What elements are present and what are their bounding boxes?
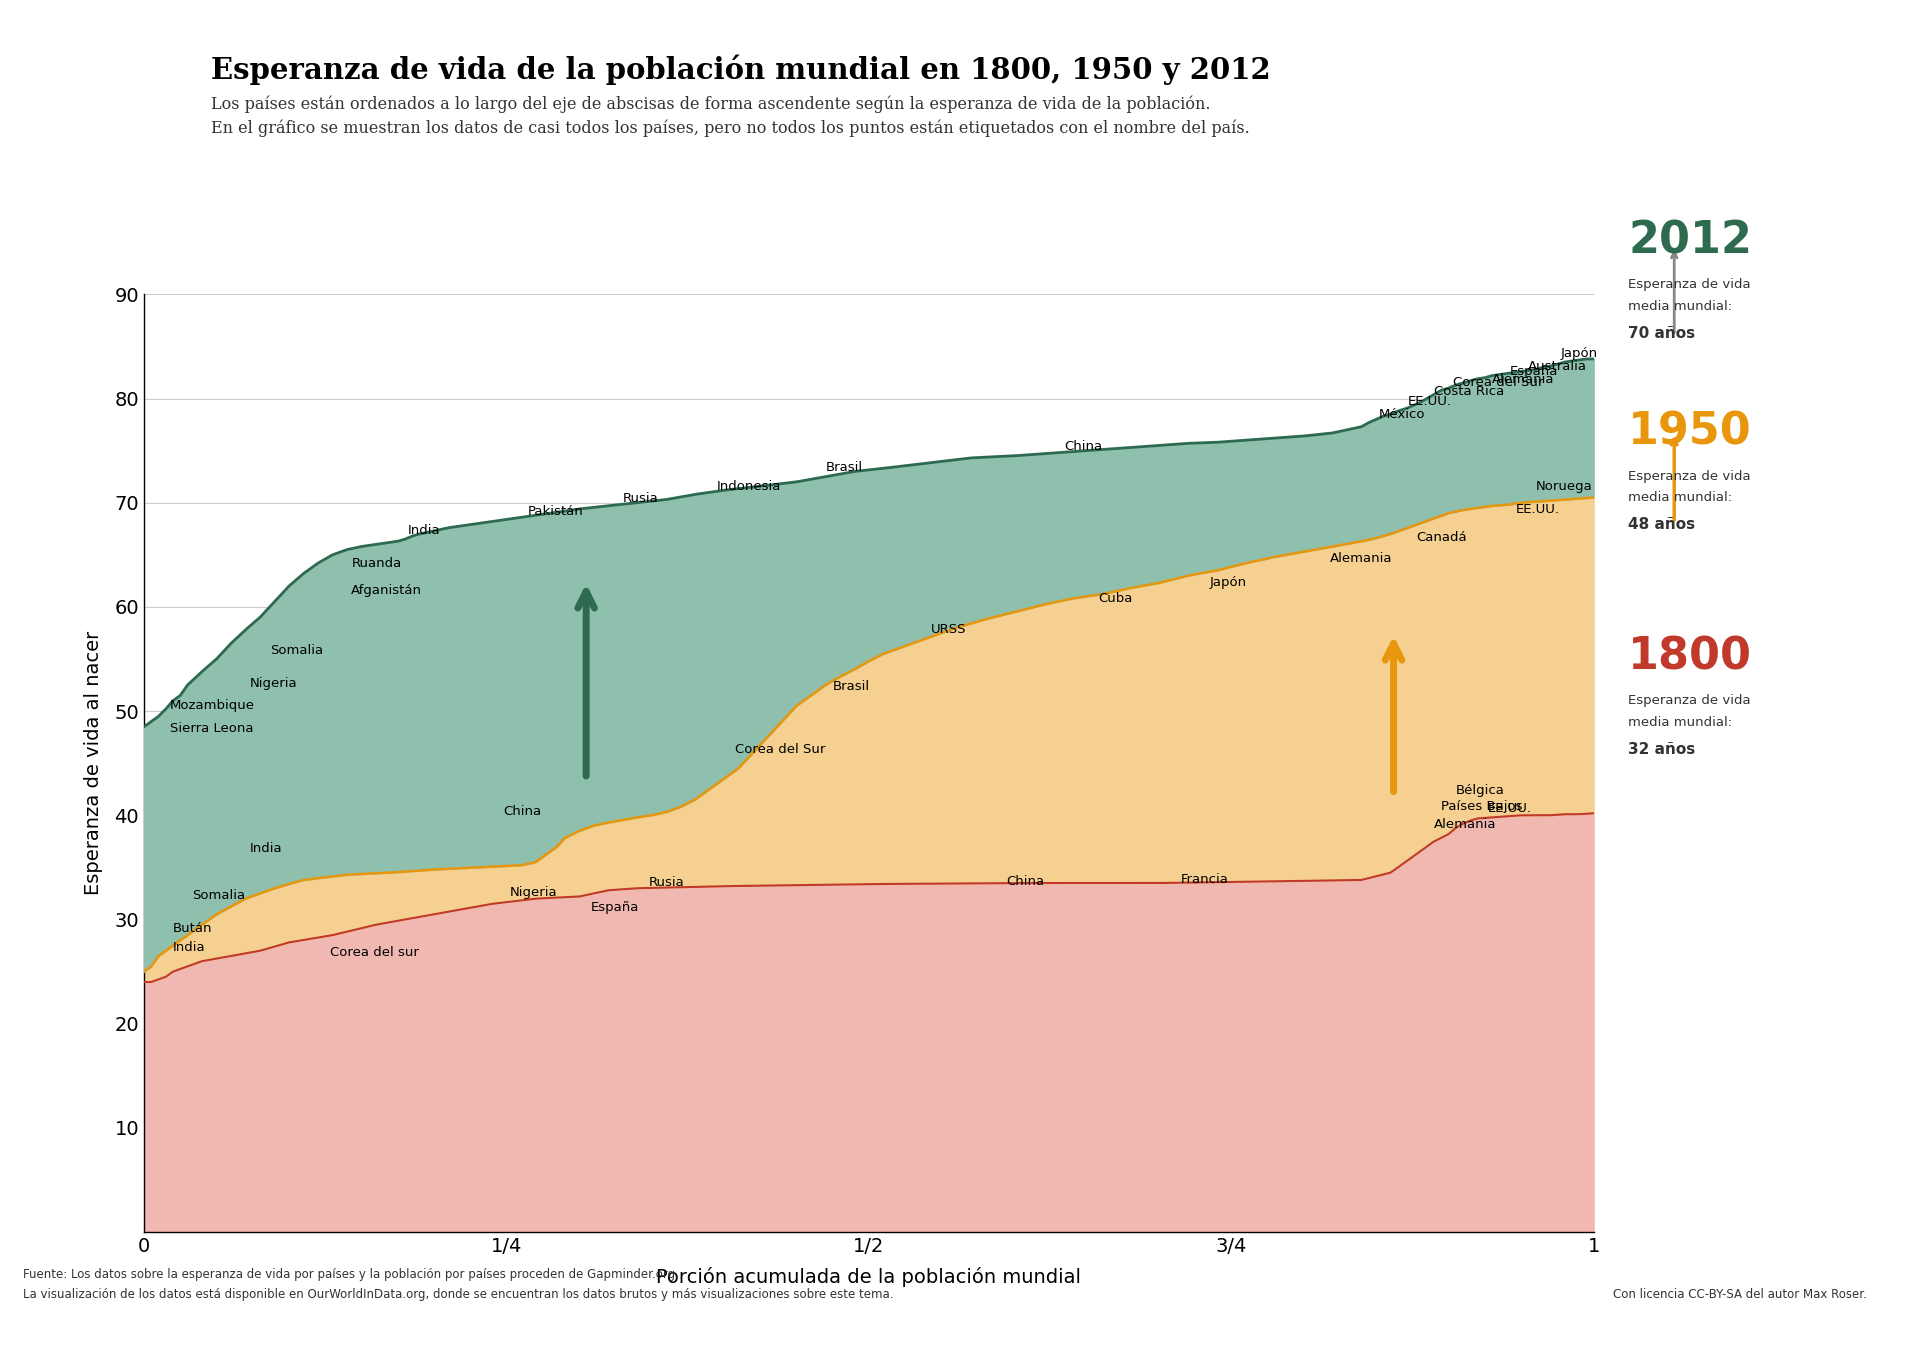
Text: 2012: 2012 — [1628, 219, 1753, 261]
Text: Corea del Sur: Corea del Sur — [735, 743, 826, 756]
Text: 1950: 1950 — [1628, 411, 1751, 453]
Text: Somalia: Somalia — [271, 643, 323, 657]
Text: Bután: Bután — [173, 921, 213, 935]
Text: EE.UU.: EE.UU. — [1515, 504, 1559, 516]
Text: Rusia: Rusia — [649, 876, 684, 890]
Text: Mozambique: Mozambique — [171, 700, 255, 712]
Text: Brasil: Brasil — [833, 680, 870, 693]
Text: 48 años: 48 años — [1628, 517, 1695, 533]
Text: India: India — [407, 524, 440, 537]
Text: in Data: in Data — [61, 92, 123, 105]
Text: Esperanza de vida: Esperanza de vida — [1628, 694, 1751, 706]
Text: La visualización de los datos está disponible en OurWorldInData.org, donde se en: La visualización de los datos está dispo… — [23, 1288, 893, 1301]
Text: Países Bajos: Países Bajos — [1442, 799, 1523, 813]
Text: Pakistán: Pakistán — [528, 505, 584, 519]
Text: Cuba: Cuba — [1098, 591, 1133, 605]
Text: media mundial:: media mundial: — [1628, 491, 1732, 504]
Text: Nigeria: Nigeria — [509, 886, 557, 898]
Text: India: India — [250, 842, 282, 854]
Text: Los países están ordenados a lo largo del eje de abscisas de forma ascendente se: Los países están ordenados a lo largo de… — [211, 96, 1212, 114]
Text: Esperanza de vida de la población mundial en 1800, 1950 y 2012: Esperanza de vida de la población mundia… — [211, 55, 1271, 85]
Text: Alemania: Alemania — [1492, 372, 1555, 386]
Text: Our World: Our World — [50, 60, 134, 74]
Text: Francia: Francia — [1181, 873, 1229, 886]
X-axis label: Porción acumulada de la población mundial: Porción acumulada de la población mundia… — [657, 1268, 1081, 1287]
Text: media mundial:: media mundial: — [1628, 300, 1732, 312]
Text: media mundial:: media mundial: — [1628, 716, 1732, 728]
Text: China: China — [503, 805, 541, 819]
Text: Afganistán: Afganistán — [351, 585, 422, 597]
Text: España: España — [1509, 364, 1557, 378]
Text: Canadá: Canadá — [1417, 531, 1467, 545]
Text: Alemania: Alemania — [1434, 817, 1498, 831]
Text: Esperanza de vida: Esperanza de vida — [1628, 470, 1751, 482]
Text: Japón: Japón — [1561, 346, 1597, 360]
Text: Sierra Leona: Sierra Leona — [171, 721, 253, 735]
Text: Fuente: Los datos sobre la esperanza de vida por países y la población por paíse: Fuente: Los datos sobre la esperanza de … — [23, 1268, 680, 1280]
Text: Brasil: Brasil — [826, 461, 862, 475]
Text: Japón: Japón — [1210, 576, 1246, 589]
Text: Noruega: Noruega — [1536, 481, 1592, 493]
Text: Indonesia: Indonesia — [716, 481, 781, 493]
Text: China: China — [1006, 875, 1044, 888]
Text: Esperanza de vida: Esperanza de vida — [1628, 278, 1751, 290]
Text: China: China — [1064, 439, 1102, 453]
Text: URSS: URSS — [931, 623, 966, 637]
Text: Corea del Sur: Corea del Sur — [1453, 376, 1544, 389]
Text: EE.UU.: EE.UU. — [1407, 394, 1452, 408]
Text: Bélgica: Bélgica — [1455, 784, 1505, 798]
Text: Alemania: Alemania — [1331, 552, 1392, 565]
Text: India: India — [173, 941, 205, 954]
Text: Somalia: Somalia — [192, 888, 246, 902]
Text: Australia: Australia — [1528, 360, 1588, 374]
Text: Ruanda: Ruanda — [351, 557, 401, 571]
Text: México: México — [1379, 408, 1425, 422]
Text: Nigeria: Nigeria — [250, 678, 298, 690]
Text: 32 años: 32 años — [1628, 742, 1695, 757]
Text: 70 años: 70 años — [1628, 326, 1695, 341]
Text: Costa Rica: Costa Rica — [1434, 386, 1505, 398]
Text: España: España — [591, 901, 639, 914]
Text: EE.UU.: EE.UU. — [1488, 802, 1532, 815]
Text: Rusia: Rusia — [622, 491, 659, 505]
Text: 1800: 1800 — [1628, 635, 1753, 678]
Text: Con licencia CC-BY-SA del autor Max Roser.: Con licencia CC-BY-SA del autor Max Rose… — [1613, 1288, 1866, 1301]
Text: En el gráfico se muestran los datos de casi todos los países, pero no todos los : En el gráfico se muestran los datos de c… — [211, 119, 1250, 137]
Text: Corea del sur: Corea del sur — [330, 946, 419, 958]
Y-axis label: Esperanza de vida al nacer: Esperanza de vida al nacer — [84, 631, 104, 895]
